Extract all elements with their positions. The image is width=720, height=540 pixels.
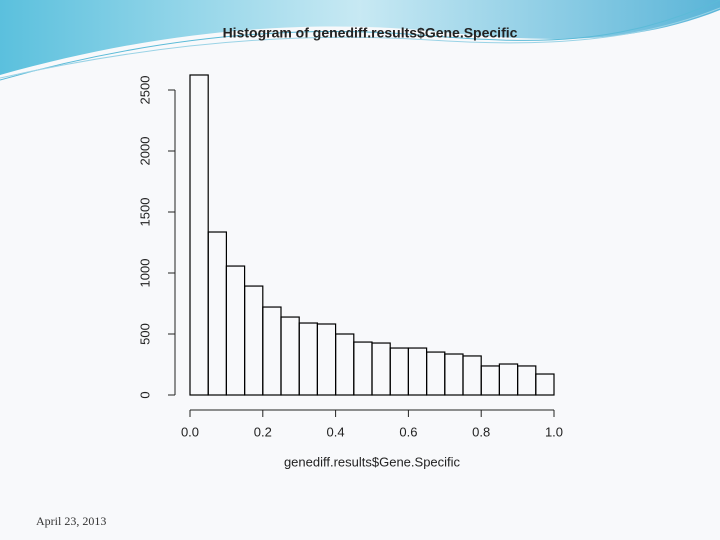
x-tick-label: 1.0 xyxy=(545,424,563,439)
y-tick-label: 2000 xyxy=(137,137,152,166)
x-tick-label: 0.4 xyxy=(327,424,345,439)
y-tick-label: 1500 xyxy=(137,198,152,227)
y-tick-label: 1000 xyxy=(137,259,152,288)
x-tick-label: 0.6 xyxy=(399,424,417,439)
wave-line xyxy=(0,0,720,81)
x-tick-label: 0.0 xyxy=(181,424,199,439)
x-tick-label: 0.2 xyxy=(254,424,272,439)
x-tick-label: 0.8 xyxy=(472,424,490,439)
y-tick-label: 2500 xyxy=(137,76,152,105)
header-wave xyxy=(0,0,720,75)
y-tick-label: 0 xyxy=(137,391,152,398)
chart-title: Histogram of genediff.results$Gene.Speci… xyxy=(223,25,518,41)
wave-line xyxy=(0,7,720,79)
y-tick-label: 500 xyxy=(137,323,152,345)
footer-date: April 23, 2013 xyxy=(36,514,106,528)
x-axis-label: genediff.results$Gene.Specific xyxy=(284,454,461,469)
bar xyxy=(535,373,555,396)
